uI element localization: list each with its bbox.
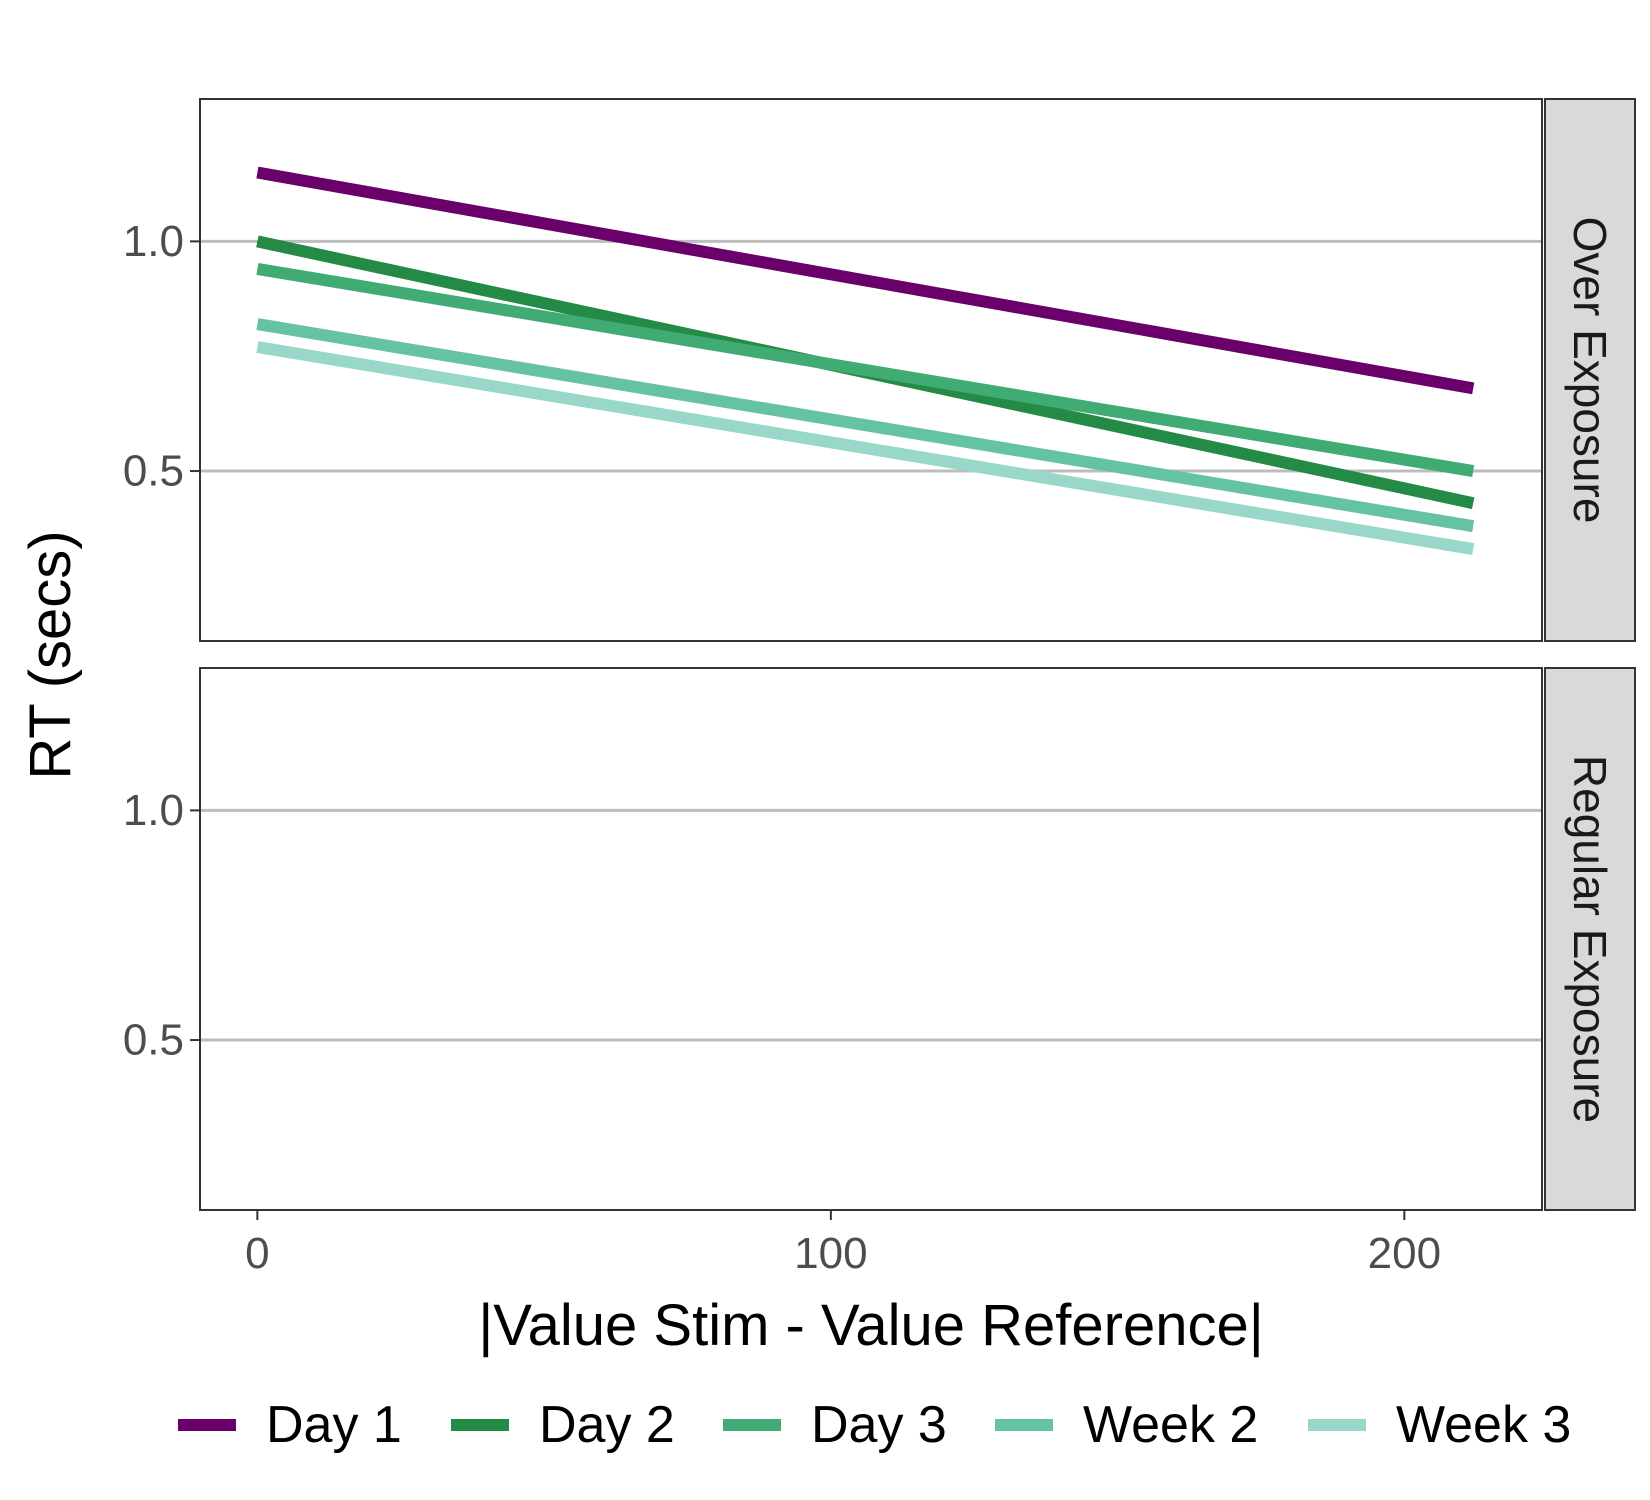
gridlines <box>200 808 1542 1042</box>
panel-over-exposure: 0.5 1.0 Over Exposure <box>123 98 1636 642</box>
strip-label-over-exposure: Over Exposure <box>1564 217 1616 524</box>
panel-border <box>199 98 1543 642</box>
x-tick-label: 100 <box>794 1229 867 1278</box>
legend-label: Day 1 <box>266 1396 402 1454</box>
strip-background <box>1544 98 1636 642</box>
panel-background <box>200 668 1542 1210</box>
x-axis-title: |Value Stim - Value Reference| <box>478 1293 1264 1358</box>
series-line-day-3 <box>256 262 1475 478</box>
strip-label-regular-exposure: Regular Exposure <box>1564 755 1616 1123</box>
strip-background <box>1544 667 1636 1211</box>
y-axis-ticks: 0.5 1.0 <box>123 217 200 496</box>
y-tick-label: 1.0 <box>123 786 184 835</box>
series-line-week-3 <box>256 341 1475 556</box>
panel-border <box>199 667 1543 1211</box>
legend-label: Day 2 <box>539 1396 675 1454</box>
y-tick-label: 0.5 <box>123 1016 184 1065</box>
legend-label: Week 3 <box>1396 1396 1571 1454</box>
y-tick-label: 1.0 <box>123 217 184 266</box>
y-axis-ticks: 0.5 1.0 <box>123 786 200 1065</box>
x-tick-label: 200 <box>1368 1229 1441 1278</box>
y-tick-label: 0.5 <box>123 447 184 496</box>
panel-regular-exposure: 0.5 1.0 Regular Exposure <box>123 667 1636 1211</box>
legend: Day 1 Day 2 Day 3 Week 2 Week 3 <box>178 1396 1571 1454</box>
series-line-day-1 <box>256 166 1475 395</box>
x-axis-ticks: 0 100 200 <box>245 1210 1441 1278</box>
x-tick-label: 0 <box>245 1229 269 1278</box>
legend-label: Week 2 <box>1083 1396 1258 1454</box>
y-axis-title: RT (secs) <box>18 530 83 779</box>
series-lines <box>256 166 1475 556</box>
legend-label: Day 3 <box>811 1396 947 1454</box>
series-line-week-2 <box>256 318 1475 533</box>
